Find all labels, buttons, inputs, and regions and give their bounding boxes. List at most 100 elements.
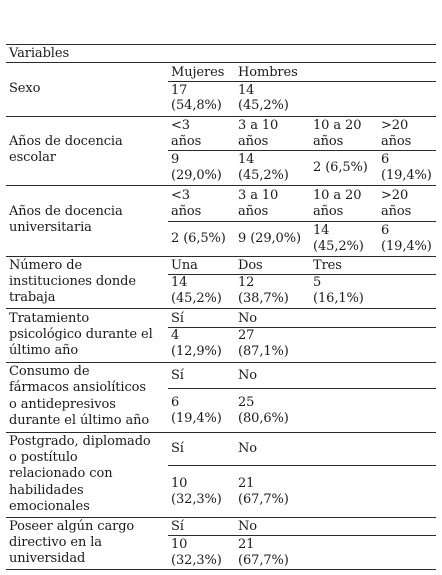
- cell-percent: (45,2%): [171, 291, 222, 306]
- col-header: 3 a 10: [238, 188, 279, 203]
- col-header: No: [238, 441, 258, 456]
- cell-value: 21: [238, 476, 255, 491]
- cell-value: 6: [381, 223, 390, 238]
- cell-percent: (45,2%): [238, 98, 289, 113]
- col-header: 10 a 20: [313, 118, 362, 133]
- row-rule: [6, 517, 436, 518]
- col-header: Dos: [238, 258, 263, 273]
- row-rule: [6, 116, 436, 117]
- col-header: Sí: [171, 441, 184, 456]
- table-header: Variables: [9, 46, 70, 61]
- row-label-cargo: Poseer algún cargo: [9, 519, 135, 534]
- cell-value: 14: [313, 223, 330, 238]
- row-label-line: durante el último año: [9, 413, 150, 428]
- cell-value: 6: [381, 152, 390, 167]
- col-header: Sí: [171, 368, 184, 383]
- cell-value: 14: [238, 83, 255, 98]
- row-label-docencia-escolar: Años de docencia: [9, 134, 123, 149]
- cell-percent: (87,1%): [238, 344, 289, 359]
- row-label-line: escolar: [9, 150, 56, 165]
- cell-value: 17: [171, 83, 188, 98]
- row-label-line: o postítulo: [9, 450, 78, 465]
- cell-percent: (19,4%): [381, 168, 432, 183]
- row-label-line: emocionales: [9, 499, 90, 514]
- row-rule: [6, 362, 436, 363]
- row-label-line: trabaja: [9, 290, 56, 305]
- row-label-tratamiento: Tratamiento: [9, 311, 90, 326]
- col-header: años: [171, 204, 202, 219]
- row-label-farmacos: Consumo de: [9, 364, 90, 379]
- row-label-line: universidad: [9, 551, 86, 566]
- cell-percent: (16,1%): [313, 291, 364, 306]
- inner-rule: [168, 150, 436, 151]
- col-header: años: [238, 204, 269, 219]
- cell-percent: (67,7%): [238, 553, 289, 568]
- row-label-line: habilidades: [9, 483, 84, 498]
- row-label-postgrado: Postgrado, diplomado: [9, 434, 151, 449]
- col-header: años: [313, 134, 344, 149]
- inner-rule: [168, 81, 436, 82]
- cell-value: 12: [238, 275, 255, 290]
- inner-rule: [168, 221, 436, 222]
- col-header: años: [171, 134, 202, 149]
- col-header: años: [238, 134, 269, 149]
- table-top-rule: [6, 44, 436, 45]
- row-rule: [6, 432, 436, 433]
- row-label-line: psicológico durante el: [9, 327, 153, 342]
- col-header: 3 a 10: [238, 118, 279, 133]
- cell-value: 5: [313, 275, 322, 290]
- col-header: <3: [171, 188, 190, 203]
- row-rule: [6, 256, 436, 257]
- col-header: Tres: [313, 258, 342, 273]
- row-label-line: o antidepresivos: [9, 397, 116, 412]
- col-header: Sí: [171, 311, 184, 326]
- cell-value: 25: [238, 395, 255, 410]
- col-header: años: [381, 204, 412, 219]
- cell-value: 9: [171, 152, 180, 167]
- inner-rule: [168, 327, 436, 328]
- row-label-line: relacionado con: [9, 466, 113, 481]
- cell-value: 9 (29,0%): [238, 231, 301, 246]
- col-header: >20: [381, 188, 409, 203]
- row-label-line: directivo en la: [9, 535, 102, 550]
- cell-value: 4: [171, 328, 180, 343]
- cell-percent: (38,7%): [238, 291, 289, 306]
- col-header: No: [238, 519, 258, 534]
- col-header: No: [238, 368, 258, 383]
- col-header: Sí: [171, 519, 184, 534]
- cell-value: 14: [171, 275, 188, 290]
- cell-percent: (32,3%): [171, 492, 222, 507]
- row-label-sexo: Sexo: [9, 81, 41, 96]
- cell-percent: (19,4%): [171, 411, 222, 426]
- cell-value: 6: [171, 395, 180, 410]
- cell-percent: (32,3%): [171, 553, 222, 568]
- row-rule: [6, 308, 436, 309]
- cell-percent: (67,7%): [238, 492, 289, 507]
- cell-percent: (29,0%): [171, 168, 222, 183]
- cell-value: 2 (6,5%): [313, 160, 368, 175]
- cell-percent: (12,9%): [171, 344, 222, 359]
- col-header: Una: [171, 258, 198, 273]
- col-hombres: Hombres: [238, 65, 298, 80]
- col-header: >20: [381, 118, 409, 133]
- row-label-docencia-universitaria: Años de docencia: [9, 204, 123, 219]
- cell-value: 14: [238, 152, 255, 167]
- row-label-instituciones: Número de: [9, 258, 83, 273]
- col-header: años: [313, 204, 344, 219]
- cell-percent: (19,4%): [381, 239, 432, 254]
- cell-value: 10: [171, 476, 188, 491]
- cell-percent: (80,6%): [238, 411, 289, 426]
- col-header: 10 a 20: [313, 188, 362, 203]
- row-label-line: último año: [9, 343, 79, 358]
- cell-value: 21: [238, 537, 255, 552]
- row-label-line: instituciones donde: [9, 274, 136, 289]
- table-bottom-rule: [6, 569, 436, 570]
- inner-rule: [168, 274, 436, 275]
- inner-rule: [168, 535, 436, 536]
- cell-value: 2 (6,5%): [171, 231, 226, 246]
- col-mujeres: Mujeres: [171, 65, 225, 80]
- cell-percent: (45,2%): [238, 168, 289, 183]
- col-header: No: [238, 311, 258, 326]
- header-rule: [6, 62, 436, 63]
